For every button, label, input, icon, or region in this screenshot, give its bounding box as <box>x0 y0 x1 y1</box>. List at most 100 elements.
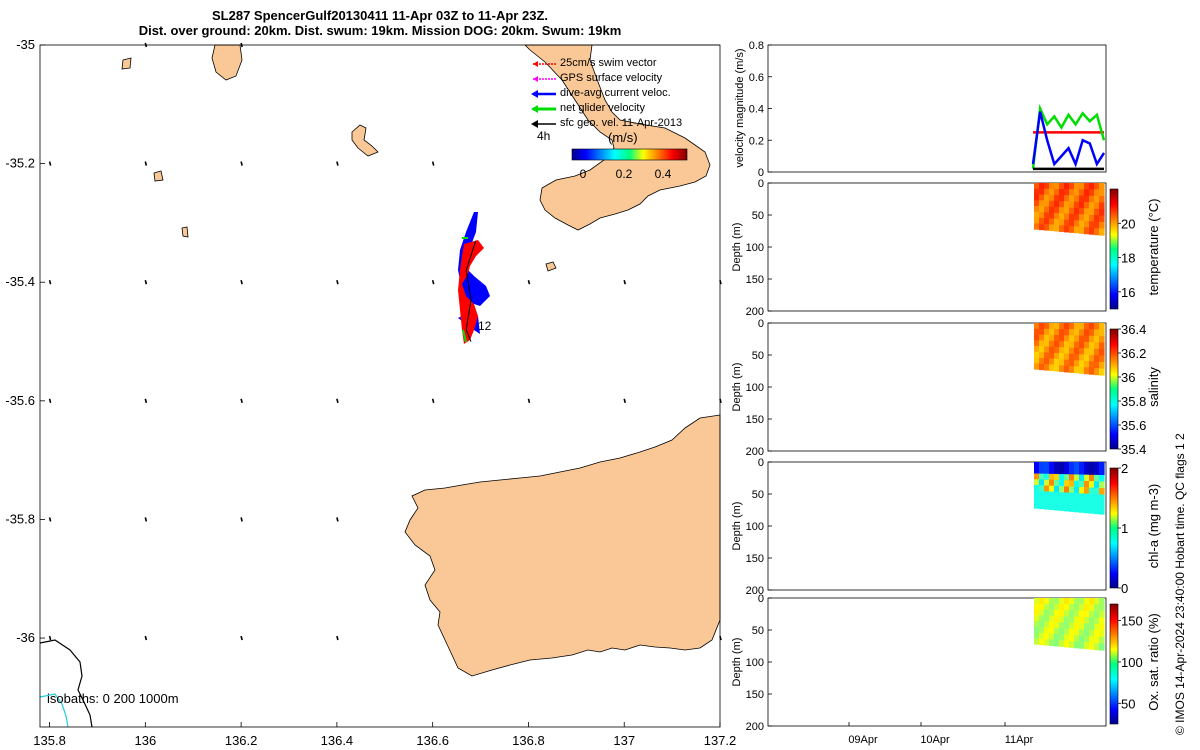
heatmap-cell <box>1034 323 1040 330</box>
heatmap-cell <box>1079 220 1085 228</box>
map-legend: 25cm/s swim vector GPS surface velocity … <box>531 57 688 181</box>
heatmap-cell <box>1034 351 1040 359</box>
heatmap-cell <box>1094 462 1100 470</box>
heatmap-cell <box>1054 598 1060 605</box>
heatmap-cell <box>1059 329 1065 336</box>
heatmap-cell <box>1099 222 1105 230</box>
heatmap-cell <box>1059 219 1065 226</box>
heatmap-cell <box>1049 462 1055 469</box>
heatmap-cell <box>1039 188 1045 196</box>
heatmap-cell <box>1064 195 1070 202</box>
heatmap-cell <box>1039 479 1045 486</box>
heatmap-cell <box>1034 598 1040 605</box>
map-xtick-label: 136.6 <box>416 733 449 748</box>
heatmap-cell <box>1039 598 1045 605</box>
map-xtick-label: 135.8 <box>33 733 66 748</box>
heatmap-cell <box>1049 633 1055 641</box>
heatmap-cell <box>1054 334 1060 342</box>
heatmap-cell <box>1039 627 1045 634</box>
heatmap-cell <box>1084 341 1090 349</box>
land-island-small-3 <box>181 226 189 238</box>
heatmap-cell <box>1059 335 1065 342</box>
heatmap-cell <box>1039 467 1045 475</box>
heatmap-cell <box>1044 503 1050 510</box>
geo-vector-arrow <box>48 398 52 404</box>
velocity-ytick-label: 0.8 <box>749 40 764 52</box>
heatmap-cell <box>1059 504 1065 511</box>
heatmap-cell <box>1064 498 1070 506</box>
heatmap-cell <box>1084 506 1090 514</box>
heatmap-cell <box>1069 641 1075 648</box>
heatmap-cell <box>1044 218 1050 225</box>
section-frame <box>767 182 1107 312</box>
heatmap-cell <box>1034 217 1040 224</box>
map-axes: 135.8 136 136.2 136.4 136.6 136.8 137 137.2 -35 -… <box>5 37 736 748</box>
heatmap-cell <box>1074 329 1080 337</box>
heatmap-cell <box>1084 208 1090 216</box>
legend-time-label: 4h <box>537 129 550 143</box>
heatmap-cell <box>1059 359 1065 366</box>
heatmap-cell <box>1074 468 1080 476</box>
map-ytick-label: -35 <box>16 37 35 52</box>
heatmap-cell <box>1064 335 1070 342</box>
map-xtick-label: 136.8 <box>512 733 545 748</box>
geo-vector-arrow <box>240 635 243 641</box>
heatmap-cell <box>1089 329 1095 337</box>
heatmap-cell <box>1074 474 1080 482</box>
heatmap-cell <box>1049 479 1055 487</box>
heatmap-cell <box>1054 609 1060 617</box>
heatmap-cell <box>1064 353 1070 361</box>
heatmap-cell <box>1074 335 1080 343</box>
geo-vector-arrow <box>240 280 243 285</box>
velocity-frame <box>767 44 1107 173</box>
section-ytick-label: 0 <box>758 593 764 605</box>
heatmap-cell <box>1044 473 1050 481</box>
geo-vector-arrow <box>144 398 148 404</box>
heatmap-cell <box>1044 479 1050 487</box>
heatmap-cell <box>1059 474 1065 481</box>
land-island-small-2 <box>153 170 164 182</box>
heatmap-cell <box>1049 609 1055 617</box>
heatmap-cell <box>1044 206 1050 213</box>
heatmap-cell <box>1079 341 1085 349</box>
section-panel-chla: 0 50 100 150 200 Depth (m) 0 1 2 chl-a (mg m-3) <box>731 457 1161 597</box>
legend-label-swim: 25cm/s swim vector <box>560 57 657 69</box>
heatmap-cell <box>1089 202 1095 210</box>
velocity-series <box>1031 103 1106 171</box>
heatmap-cell <box>1094 500 1100 508</box>
heatmap-cell <box>1074 610 1080 618</box>
heatmap-cell <box>1069 462 1075 469</box>
heatmap-cell <box>1044 352 1050 359</box>
section-panel-salinity: 0 50 100 150 200 Depth (m) 35.4 35.6 35.8 36 36.2 3… <box>731 318 1161 458</box>
heatmap-cell <box>1049 497 1055 505</box>
heatmap-cell <box>1034 206 1040 213</box>
heatmap-cell <box>1074 493 1080 500</box>
heatmap-cell <box>1094 228 1100 236</box>
heatmap-cell <box>1039 632 1045 640</box>
heatmap-cell <box>1064 616 1070 624</box>
heatmap-cell <box>1069 189 1075 196</box>
heatmap-cell <box>1079 195 1085 203</box>
heatmap-cell <box>1064 480 1070 488</box>
heatmap-cell <box>1094 355 1100 363</box>
heatmap-cell <box>1039 621 1045 628</box>
heatmap-cell <box>1044 633 1050 640</box>
speed-tick-0-2: 0.2 <box>616 167 633 181</box>
heatmap-cell <box>1054 497 1060 505</box>
heatmap-cell <box>1079 323 1085 330</box>
heatmap-cell <box>1039 352 1045 359</box>
heatmap-cell <box>1099 481 1105 489</box>
land-island-mid <box>351 124 379 157</box>
track-label-12: 12 <box>478 319 492 333</box>
heatmap-cell <box>1099 488 1105 496</box>
geo-vector-arrow <box>336 161 339 166</box>
heatmap-cell <box>1094 335 1100 343</box>
heatmap-cell <box>1099 598 1105 606</box>
heatmap-cell <box>1064 462 1070 469</box>
legend-entry-swim: 25cm/s swim vector <box>533 57 657 69</box>
heatmap-cell <box>1039 323 1045 330</box>
section-ytick-label: 0 <box>758 318 764 330</box>
heatmap-cell <box>1079 604 1085 612</box>
heatmap-cell <box>1089 636 1095 644</box>
